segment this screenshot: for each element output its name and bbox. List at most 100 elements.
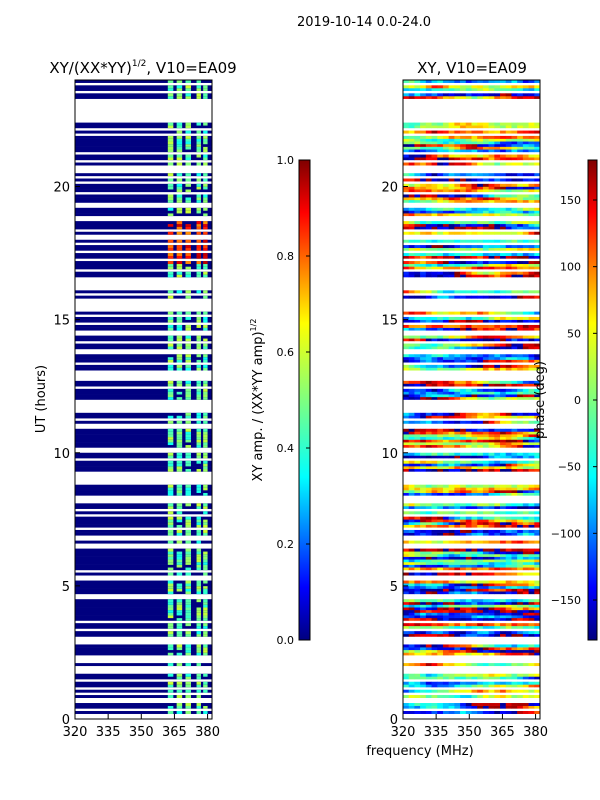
phase-cell: [505, 633, 512, 637]
phase-cell: [403, 162, 410, 166]
phase-cell: [420, 87, 427, 91]
phase-cell: [437, 290, 444, 294]
amp-cell: [176, 506, 183, 509]
phase-cell: [431, 335, 438, 339]
phase-cell: [460, 572, 467, 576]
phase-cell: [517, 327, 524, 331]
phase-cell: [500, 173, 507, 177]
amp-colorbar-label-sup: 1/2: [249, 319, 258, 332]
amp-cell: [167, 87, 174, 91]
amp-cell: [167, 455, 174, 459]
phase-cell: [448, 673, 455, 677]
phase-cell: [500, 231, 507, 235]
phase-cell: [534, 684, 541, 688]
phase-cell: [477, 532, 484, 536]
amp-row: [75, 711, 212, 714]
amp-cell: [196, 343, 201, 347]
phase-cell: [517, 503, 524, 507]
amp-cell: [167, 633, 174, 637]
phase-cell: [403, 149, 410, 153]
phase-cell: [522, 143, 529, 147]
phase-cell: [448, 154, 455, 158]
phase-cell: [511, 194, 518, 198]
phase-cell: [488, 529, 495, 533]
amp-cell: [196, 290, 201, 294]
phase-cell: [460, 460, 467, 464]
phase-cell: [465, 223, 472, 227]
phase-cell: [403, 415, 410, 419]
phase-cell: [425, 585, 432, 589]
phase-cell: [420, 154, 427, 158]
phase-cell: [448, 466, 455, 470]
phase-cell: [442, 673, 449, 677]
amp-row: [75, 335, 212, 339]
phase-cell: [528, 617, 535, 621]
phase-cell: [471, 623, 478, 627]
phase-cell: [522, 684, 529, 688]
phase-cell: [505, 583, 512, 587]
amp-cell: [185, 516, 192, 520]
phase-cell: [454, 138, 461, 142]
phase-cell: [431, 383, 438, 387]
amp-cell: [167, 588, 174, 592]
phase-cell: [403, 143, 410, 147]
phase-cell: [511, 684, 518, 688]
amp-cell: [176, 434, 183, 438]
phase-cell: [511, 338, 518, 342]
phase-cell: [517, 343, 524, 347]
amp-cell: [185, 604, 192, 608]
phase-cell: [408, 436, 415, 440]
amp-cell: [196, 221, 201, 225]
amp-cell: [176, 663, 183, 667]
amp-cell: [185, 346, 192, 350]
phase-cell: [494, 388, 501, 392]
phase-cell: [414, 271, 421, 275]
phase-cell: [477, 703, 484, 706]
amp-cell: [203, 625, 208, 629]
phase-cell: [408, 154, 415, 158]
phase-cell: [482, 266, 489, 270]
phase-cell: [442, 431, 449, 435]
phase-cell: [505, 194, 512, 198]
phase-cell: [500, 391, 507, 395]
phase-cell: [437, 703, 444, 706]
phase-cell: [403, 644, 410, 648]
phase-cell: [442, 186, 449, 190]
phase-cell: [442, 354, 449, 358]
amp-cell: [185, 548, 192, 552]
y-tick-label: 20: [53, 181, 70, 196]
phase-cell: [500, 532, 507, 536]
amp-row: [75, 673, 212, 677]
phase-cell: [448, 138, 455, 142]
phase-cell: [420, 524, 427, 528]
phase-cell: [460, 295, 467, 299]
phase-cell: [465, 415, 472, 419]
phase-cell: [442, 599, 449, 603]
phase-cell: [528, 223, 535, 227]
phase-cell: [534, 604, 541, 608]
amp-cell: [167, 492, 174, 496]
phase-cell: [522, 519, 529, 523]
phase-cell: [505, 87, 512, 91]
phase-cell: [477, 553, 484, 557]
phase-cell: [471, 625, 478, 629]
phase-cell: [420, 551, 427, 555]
amp-cell: [185, 367, 192, 371]
phase-cell: [500, 673, 507, 677]
phase-cell: [403, 125, 410, 129]
phase-cell: [448, 631, 455, 635]
phase-cell: [431, 85, 438, 89]
phase-cell: [482, 460, 489, 464]
phase-cell: [448, 591, 455, 595]
phase-cell: [420, 149, 427, 153]
phase-cell: [408, 356, 415, 360]
phase-cell: [477, 178, 484, 182]
phase-cell: [482, 295, 489, 299]
phase-cell: [477, 647, 484, 651]
phase-cell: [471, 138, 478, 142]
phase-cell: [511, 261, 518, 265]
phase-cell: [408, 703, 415, 706]
phase-cell: [477, 633, 484, 637]
phase-cell: [511, 388, 518, 392]
phase-cell: [500, 221, 507, 225]
